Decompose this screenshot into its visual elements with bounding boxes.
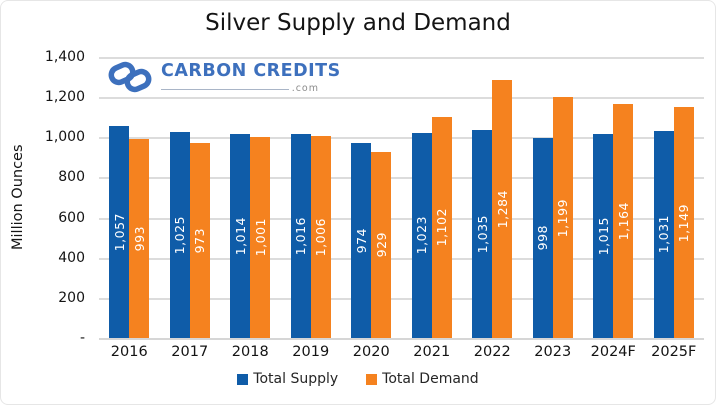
x-axis-tick-labels: 2016 2017 2018 2019 2020 2021 2022 2023 2024F 202… <box>99 344 704 360</box>
y-tick-label: - <box>79 330 85 346</box>
bar-total-supply-2023: 998 <box>532 137 553 338</box>
bar-total-demand-2019: 1,006 <box>310 136 331 338</box>
legend-item-total-supply: Total Supply <box>237 371 338 387</box>
bar-total-supply-2021: 1,023 <box>411 132 432 338</box>
bar-value-label: 1,001 <box>252 218 268 257</box>
gridline <box>99 97 704 100</box>
bar-value-label: 1,199 <box>555 198 571 237</box>
plot-area: 1,057 993 1,025 973 1,014 1,001 1,016 1,006 974 9… <box>99 57 704 340</box>
legend-swatch-total-supply <box>237 373 249 385</box>
bar-value-label: 1,006 <box>313 217 329 257</box>
bar-value-label: 1,284 <box>494 190 510 229</box>
y-tick-label: 1,400 <box>44 49 85 65</box>
x-tick-label-2023: 2023 <box>534 344 572 360</box>
bar-value-label: 998 <box>535 225 551 251</box>
bar-group-2023: 998 1,199 <box>532 97 573 338</box>
x-tick-label-2021: 2021 <box>413 344 451 360</box>
bar-group-2022: 1,035 1,284 <box>472 80 513 338</box>
watermark-rule: .com <box>161 83 319 94</box>
bar-total-demand-2023: 1,199 <box>552 97 573 338</box>
bar-group-2020: 974 929 <box>351 142 392 338</box>
y-tick-label: 1,200 <box>44 89 85 106</box>
bar-value-label: 1,102 <box>434 208 450 247</box>
bar-total-supply-2025f: 1,031 <box>653 131 674 338</box>
x-tick-label-2024f: 2024F <box>590 344 636 360</box>
legend: Total Supply Total Demand <box>1 371 715 387</box>
y-tick-label: 800 <box>58 169 85 186</box>
bar-total-supply-2020: 974 <box>351 142 372 338</box>
watermark-underline <box>161 88 289 90</box>
bar-group-2019: 1,016 1,006 <box>290 134 331 338</box>
y-tick-label: 1,000 <box>44 129 85 146</box>
bar-value-label: 974 <box>353 227 369 253</box>
bar-total-supply-2016: 1,057 <box>109 125 130 338</box>
bar-group-2021: 1,023 1,102 <box>411 116 452 338</box>
y-tick-label: 400 <box>58 249 85 266</box>
bars-container: 1,057 993 1,025 973 1,014 1,001 1,016 1,006 974 9… <box>99 57 704 338</box>
bar-total-supply-2019: 1,016 <box>290 134 311 338</box>
x-tick-label-2018: 2018 <box>231 344 269 360</box>
bar-value-label: 1,015 <box>595 216 611 256</box>
bar-total-demand-2021: 1,102 <box>431 116 452 338</box>
gridline <box>99 297 704 300</box>
bar-total-demand-2018: 1,001 <box>250 137 271 338</box>
y-tick-label: 600 <box>58 209 85 226</box>
bar-group-2017: 1,025 973 <box>169 132 210 338</box>
gridline <box>99 57 704 59</box>
legend-swatch-total-demand <box>366 373 378 385</box>
bar-value-label: 1,025 <box>172 215 188 255</box>
watermark-text: CARBON CREDITS .com <box>161 60 341 94</box>
bar-value-label: 973 <box>192 227 208 254</box>
x-tick-label-2022: 2022 <box>473 344 511 360</box>
legend-item-total-demand: Total Demand <box>366 371 479 387</box>
bar-total-demand-2025f: 1,149 <box>673 107 694 338</box>
bar-group-2024f: 1,015 1,164 <box>593 104 634 338</box>
bar-value-label: 1,031 <box>656 215 672 254</box>
bar-total-demand-2022: 1,284 <box>492 80 513 338</box>
bar-value-label: 929 <box>373 232 389 258</box>
y-tick-label: 200 <box>58 289 85 306</box>
gridline <box>99 217 704 220</box>
gridline <box>99 177 704 180</box>
legend-label-total-demand: Total Demand <box>382 371 479 387</box>
bar-value-label: 1,023 <box>414 216 430 255</box>
bar-value-label: 993 <box>131 225 147 252</box>
y-axis-tick-labels: 1,400 1,200 1,000 800 600 400 200 - <box>1 49 85 346</box>
bar-value-label: 1,016 <box>293 216 309 256</box>
bar-value-label: 1,014 <box>232 217 248 256</box>
bar-group-2018: 1,014 1,001 <box>230 134 271 338</box>
watermark-logo: CARBON CREDITS .com <box>107 59 341 95</box>
bar-total-supply-2024f: 1,015 <box>593 134 614 338</box>
x-tick-label-2020: 2020 <box>352 344 390 360</box>
bar-group-2016: 1,057 993 <box>109 125 150 338</box>
carbon-credits-icon <box>108 61 152 93</box>
gridline <box>99 137 704 140</box>
gridline <box>99 257 704 260</box>
bar-total-supply-2022: 1,035 <box>472 130 493 338</box>
bar-group-2025f: 1,031 1,149 <box>653 107 694 338</box>
bar-value-label: 1,164 <box>615 202 631 241</box>
chart-title: Silver Supply and Demand <box>205 10 511 36</box>
x-tick-label-2019: 2019 <box>292 344 330 360</box>
watermark-domain: .com <box>291 82 319 94</box>
bar-total-demand-2020: 929 <box>371 151 392 338</box>
bar-value-label: 1,057 <box>111 212 127 252</box>
x-tick-label-2017: 2017 <box>171 344 209 360</box>
x-tick-label-2025f: 2025F <box>651 344 697 360</box>
bar-total-demand-2017: 973 <box>189 142 210 338</box>
watermark-brand: CARBON CREDITS <box>161 60 341 81</box>
bar-total-supply-2018: 1,014 <box>230 134 251 338</box>
bar-value-label: 1,035 <box>474 214 490 254</box>
bar-total-demand-2024f: 1,164 <box>613 104 634 338</box>
bar-value-label: 1,149 <box>676 203 692 242</box>
bar-total-demand-2016: 993 <box>129 138 150 338</box>
bar-total-supply-2017: 1,025 <box>169 132 190 338</box>
legend-label-total-supply: Total Supply <box>253 371 339 387</box>
x-tick-label-2016: 2016 <box>110 344 148 360</box>
